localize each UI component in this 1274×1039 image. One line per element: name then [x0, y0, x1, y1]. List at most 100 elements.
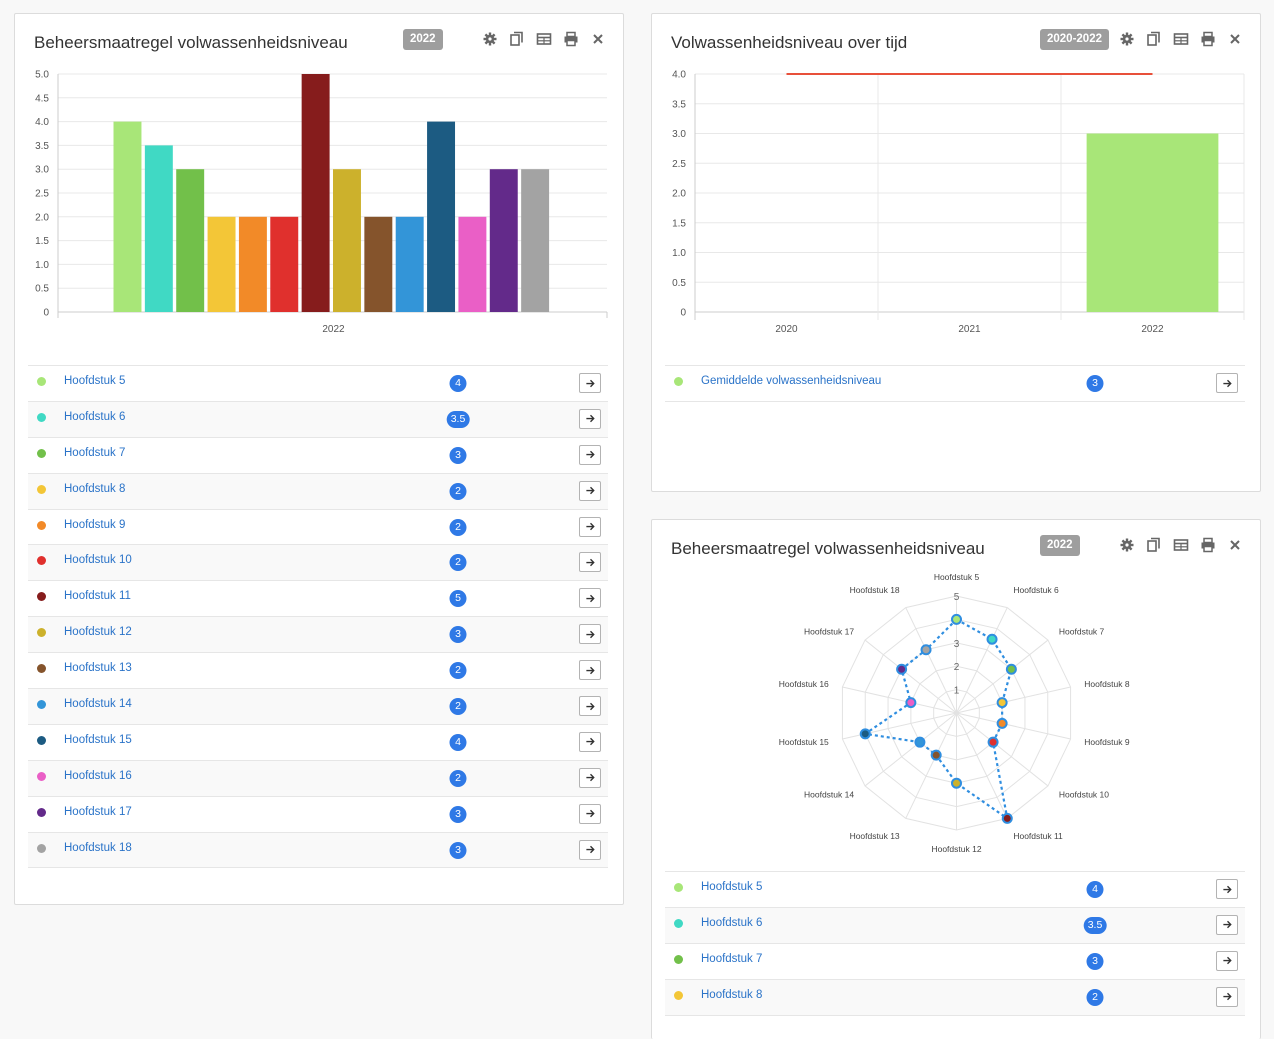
legend-row: Hoofdstuk 14 2	[28, 689, 608, 725]
gear-icon[interactable]	[482, 31, 499, 48]
arrow-right-icon	[1222, 992, 1232, 1001]
radar-point	[1001, 812, 1013, 824]
bar	[301, 74, 330, 312]
legend-link[interactable]: Hoofdstuk 17	[64, 805, 132, 818]
legend-link[interactable]: Hoofdstuk 8	[64, 482, 126, 495]
legend-link[interactable]: Hoofdstuk 11	[64, 590, 131, 603]
legend-link[interactable]: Hoofdstuk 12	[64, 626, 132, 639]
go-to-button[interactable]	[1216, 914, 1238, 935]
go-to-button[interactable]	[1216, 879, 1238, 899]
legend-value-badge: 3.5	[446, 410, 470, 428]
radar-point	[951, 777, 962, 789]
arrow-right-icon	[585, 630, 595, 638]
radar-spoke	[956, 686, 1071, 714]
legend-link[interactable]: Hoofdstuk 13	[64, 662, 132, 675]
legend-link[interactable]: Hoofdstuk 16	[64, 769, 132, 782]
panel-title: Beheersmaatregel volwassenheidsniveau	[34, 33, 348, 52]
arrow-right-icon	[585, 845, 595, 854]
radar-point	[986, 633, 998, 645]
legend-link[interactable]: Hoofdstuk 5	[701, 881, 763, 893]
radar-category-label: Hoofdstuk 10	[1059, 790, 1109, 800]
legend-link[interactable]: Hoofdstuk 5	[64, 375, 126, 387]
radar-category-label: Hoofdstuk 11	[1013, 831, 1063, 841]
legend-link[interactable]: Hoofdstuk 7	[64, 446, 126, 459]
bar	[489, 169, 518, 312]
radar-tick-label: 3	[954, 639, 960, 650]
print-icon[interactable]	[1200, 31, 1217, 48]
print-icon[interactable]	[563, 31, 580, 48]
y-tick-label: 2.0	[672, 189, 686, 200]
legend-link[interactable]: Hoofdstuk 8	[701, 988, 763, 1001]
bar	[176, 169, 205, 312]
close-icon[interactable]	[1227, 537, 1244, 554]
table-icon[interactable]	[1173, 31, 1190, 48]
x-tick-label: 2022	[1141, 324, 1164, 335]
copy-icon[interactable]	[1146, 31, 1163, 48]
radar-tick-label: 2	[954, 662, 960, 673]
radar-spoke	[956, 607, 1008, 714]
legend-link[interactable]: Hoofdstuk 14	[64, 698, 132, 711]
y-tick-label: 4.5	[35, 93, 49, 104]
legend-link[interactable]: Hoofdstuk 9	[64, 518, 126, 531]
bar	[113, 121, 142, 312]
copy-icon[interactable]	[1146, 537, 1163, 554]
radar-spoke	[905, 607, 957, 714]
go-to-button[interactable]	[579, 552, 601, 573]
go-to-button[interactable]	[1216, 950, 1238, 971]
legend-link[interactable]: Hoofdstuk 18	[64, 841, 132, 854]
go-to-button[interactable]	[1216, 373, 1238, 393]
legend-row: Hoofdstuk 7 3	[28, 438, 608, 474]
close-icon[interactable]	[1227, 31, 1244, 48]
go-to-button[interactable]	[579, 516, 601, 537]
bar	[364, 216, 393, 312]
go-to-button[interactable]	[579, 767, 601, 788]
go-to-button[interactable]	[1216, 986, 1238, 1007]
radar-category-label: Hoofdstuk 12	[931, 844, 981, 854]
legend-value-badge: 4	[449, 375, 467, 392]
go-to-button[interactable]	[579, 660, 601, 681]
bar	[395, 216, 424, 312]
bar	[333, 169, 361, 312]
go-to-button[interactable]	[579, 731, 601, 752]
legend-value-badge: 2	[449, 769, 467, 787]
radar-category-label: Hoofdstuk 9	[1084, 737, 1130, 747]
close-icon[interactable]	[590, 31, 607, 48]
legend-link[interactable]: Gemiddelde volwassenheidsniveau	[701, 375, 882, 387]
print-icon[interactable]	[1200, 537, 1217, 554]
maturity-over-time-panel: Volwassenheidsniveau over tijd 2020-2022…	[651, 13, 1261, 492]
go-to-button[interactable]	[579, 624, 601, 645]
go-to-button[interactable]	[579, 696, 601, 717]
legend-link[interactable]: Hoofdstuk 6	[64, 410, 126, 423]
radar-category-label: Hoofdstuk 5	[934, 572, 980, 582]
legend-link[interactable]: Hoofdstuk 10	[64, 554, 132, 567]
go-to-button[interactable]	[579, 444, 601, 465]
gear-icon[interactable]	[1119, 537, 1136, 554]
legend-link[interactable]: Hoofdstuk 6	[701, 916, 763, 929]
copy-icon[interactable]	[509, 31, 526, 48]
arrow-right-icon	[585, 558, 595, 567]
arrow-right-icon	[585, 486, 595, 495]
go-to-button[interactable]	[579, 588, 601, 609]
legend-link[interactable]: Hoofdstuk 15	[64, 733, 132, 746]
radar-point	[896, 663, 908, 675]
radar-spoke	[956, 712, 1049, 787]
gear-icon[interactable]	[1119, 31, 1136, 48]
legend-color-dot	[674, 377, 683, 386]
radar-point	[905, 697, 917, 709]
legend-color-dot	[674, 883, 683, 892]
legend-value-badge: 3.5	[1083, 916, 1107, 934]
legend-link[interactable]: Hoofdstuk 7	[701, 952, 763, 965]
legend-row: Hoofdstuk 6 3.5	[28, 401, 608, 438]
go-to-button[interactable]	[579, 480, 601, 501]
go-to-button[interactable]	[579, 408, 601, 429]
go-to-button[interactable]	[579, 373, 601, 393]
bar	[207, 216, 236, 312]
go-to-button[interactable]	[579, 839, 601, 860]
go-to-button[interactable]	[579, 803, 601, 824]
y-tick-label: 0	[680, 308, 686, 319]
table-icon[interactable]	[1173, 537, 1190, 554]
year-badge: 2022	[403, 29, 443, 50]
legend-row: Hoofdstuk 8 2	[665, 979, 1245, 1016]
table-icon[interactable]	[536, 31, 553, 48]
radar-category-label: Hoofdstuk 18	[850, 585, 900, 595]
